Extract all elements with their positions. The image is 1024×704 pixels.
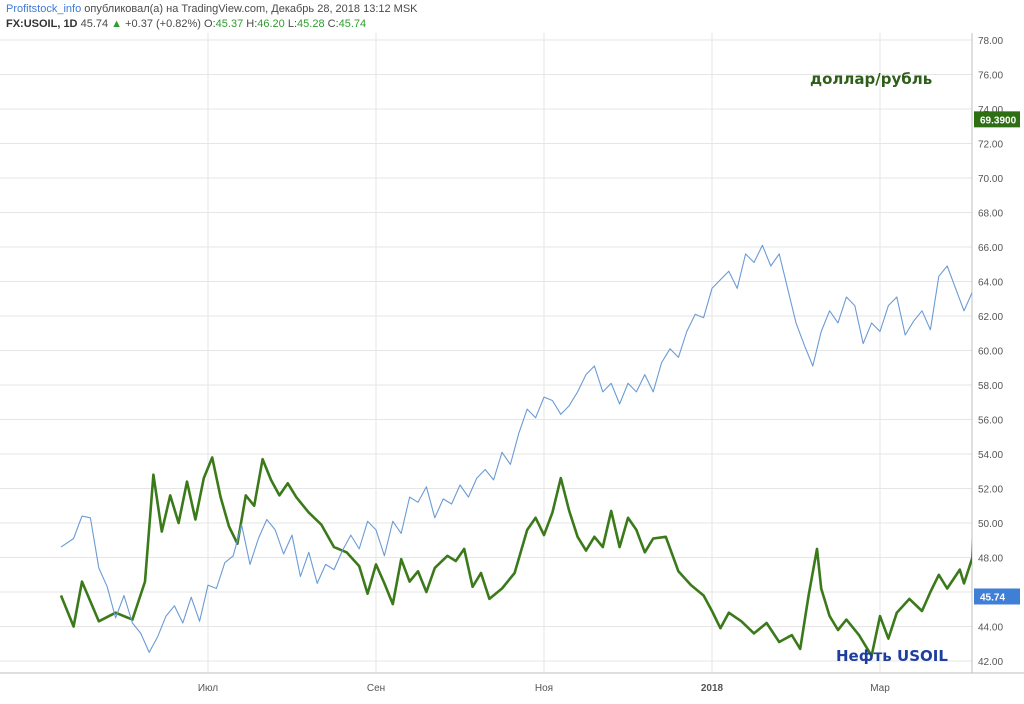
usd-price-label: 69.3900 — [980, 115, 1017, 126]
y-tick-label: 70.00 — [978, 174, 1003, 185]
y-tick-label: 66.00 — [978, 243, 1003, 254]
y-tick-label: 50.00 — [978, 519, 1003, 530]
chart-series — [59, 244, 972, 658]
change-arrow-icon: ▲ — [111, 18, 123, 30]
y-tick-label: 48.00 — [978, 554, 1003, 565]
low-label: L: — [287, 18, 298, 30]
x-tick-label: Июл — [198, 683, 218, 694]
header-row-2: FX:USOIL, 1D 45.74 ▲ +0.37 (+0.82%) O:45… — [6, 17, 418, 32]
high-label: H: — [246, 18, 258, 30]
chart-header: Profitstock_info опубликовал(а) на Tradi… — [6, 2, 418, 32]
usd-price-tag — [974, 111, 1020, 128]
last-price: 45.74 — [80, 18, 109, 30]
x-tick-label: Сен — [367, 683, 385, 694]
y-tick-label: 44.00 — [978, 623, 1003, 634]
open-value: 45.37 — [215, 18, 244, 30]
author-link[interactable]: Profitstock_info — [6, 3, 82, 15]
header-row-1: Profitstock_info опубликовал(а) на Tradi… — [6, 2, 418, 17]
usd-rub-annotation: доллар/рубль — [810, 70, 933, 88]
oil-annotation: Нефть USOIL — [836, 647, 948, 665]
y-tick-label: 62.00 — [978, 312, 1003, 323]
x-tick-label: Ноя — [535, 683, 553, 694]
close-value: 45.74 — [338, 18, 367, 30]
change-value: +0.37 (+0.82%) — [125, 18, 201, 30]
y-tick-label: 56.00 — [978, 416, 1003, 427]
x-tick-label: 2018 — [701, 683, 724, 694]
symbol-label: FX:USOIL, 1D — [6, 18, 78, 30]
y-tick-label: 64.00 — [978, 278, 1003, 289]
close-label: C: — [327, 18, 339, 30]
y-tick-label: 42.00 — [978, 657, 1003, 668]
low-value: 45.28 — [297, 18, 325, 30]
published-text: опубликовал(а) на TradingView.com, Декаб… — [84, 3, 418, 15]
y-tick-label: 52.00 — [978, 485, 1003, 496]
y-tick-label: 60.00 — [978, 347, 1003, 358]
y-tick-label: 68.00 — [978, 209, 1003, 220]
x-tick-label: Мар — [870, 683, 890, 694]
y-tick-label: 76.00 — [978, 71, 1003, 82]
chart-grid — [0, 33, 972, 673]
chart-axes: 42.0044.0046.0048.0050.0052.0054.0056.00… — [0, 33, 1024, 694]
y-tick-label: 58.00 — [978, 381, 1003, 392]
y-tick-label: 78.00 — [978, 36, 1003, 47]
usd-rub-line — [59, 456, 972, 658]
open-label: O: — [204, 18, 216, 30]
oil-price-label: 45.74 — [980, 592, 1005, 603]
y-tick-label: 54.00 — [978, 450, 1003, 461]
high-value: 46.20 — [257, 18, 285, 30]
oil-line — [60, 244, 972, 653]
y-tick-label: 72.00 — [978, 140, 1003, 151]
y-tick-label: 74.00 — [978, 105, 1003, 116]
oil-price-tag — [974, 588, 1020, 605]
